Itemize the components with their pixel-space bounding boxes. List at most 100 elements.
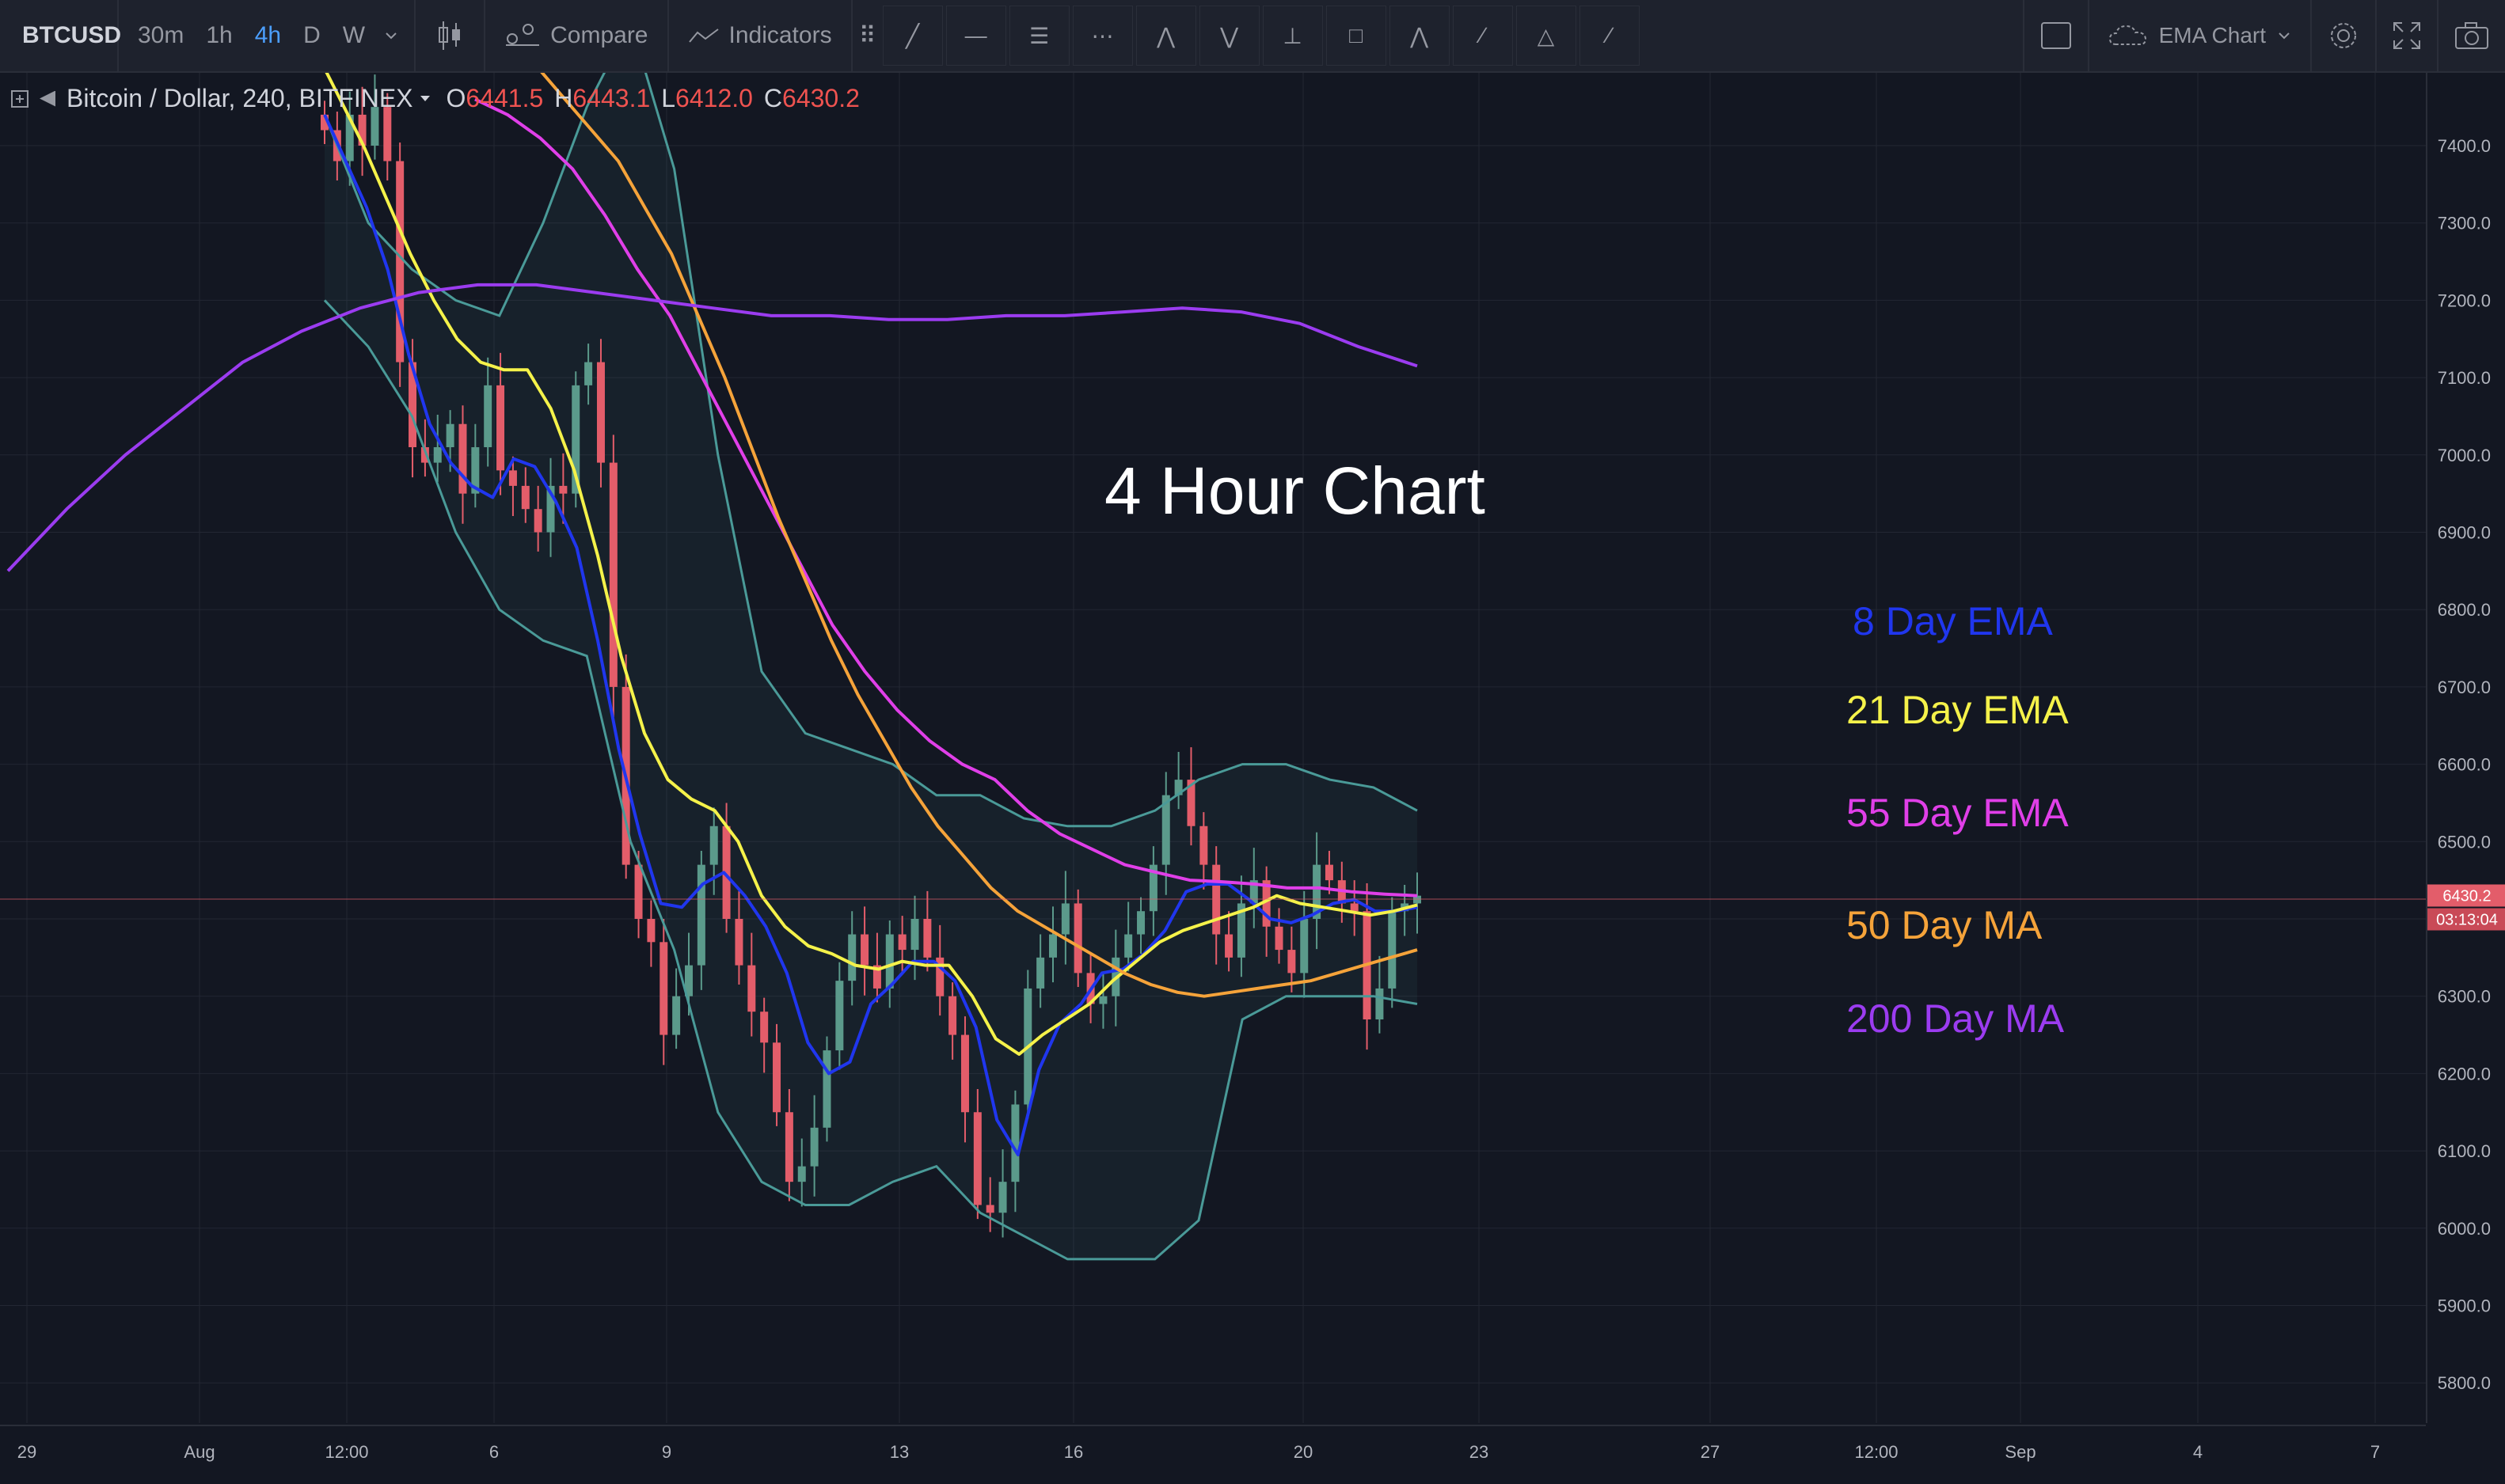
- candle-body: [735, 919, 743, 966]
- brush-icon[interactable]: ∕: [1452, 6, 1513, 66]
- time-tick: 27: [1701, 1442, 1720, 1462]
- candle-body: [660, 942, 668, 1035]
- indicator-line-5: [6, 283, 1418, 572]
- candle-body: [496, 385, 505, 471]
- collapse-legend-icon[interactable]: [11, 89, 29, 108]
- interval-d-button[interactable]: D: [303, 22, 321, 48]
- candle-body: [1137, 911, 1146, 935]
- candle-body: [484, 385, 492, 448]
- candle-body: [433, 447, 442, 463]
- candle-body: [1149, 864, 1157, 912]
- price-tick: 6300.0: [2438, 987, 2491, 1007]
- fib-retracement-icon[interactable]: ⋯: [1072, 6, 1133, 66]
- candle-body: [685, 965, 693, 996]
- snapshot-button[interactable]: [2437, 0, 2505, 71]
- legend-open-value: 6441.5: [466, 84, 544, 112]
- price-tick: 6100.0: [2438, 1141, 2491, 1161]
- candle-body: [973, 1112, 982, 1205]
- price-tick: 6500.0: [2438, 832, 2491, 852]
- candle-body: [534, 509, 542, 533]
- candle-body: [521, 485, 530, 510]
- settings-button[interactable]: [2310, 0, 2375, 71]
- indicators-label: Indicators: [728, 22, 832, 48]
- trend-line-icon[interactable]: ╱: [882, 6, 943, 66]
- candle-body: [872, 965, 881, 989]
- candle-body: [797, 1166, 806, 1182]
- candle-body: [747, 965, 756, 1012]
- candle-body: [948, 996, 957, 1035]
- price-tick: 7100.0: [2438, 368, 2491, 388]
- candle-body: [885, 934, 894, 989]
- candle-body: [596, 362, 605, 463]
- interval-4h-button[interactable]: 4h: [254, 22, 282, 48]
- candle-body: [773, 1042, 781, 1113]
- candle-body: [1262, 880, 1271, 927]
- compare-group: Compare: [485, 0, 669, 71]
- path-icon[interactable]: ∕: [1579, 6, 1640, 66]
- legend-title[interactable]: Bitcoin / Dollar, 240, BITFINEX: [67, 84, 413, 112]
- candle-body: [1174, 780, 1183, 795]
- abc-pattern-icon[interactable]: ⋀: [1389, 6, 1450, 66]
- price-tick: 5800.0: [2438, 1373, 2491, 1393]
- interval-group: 30m 1h 4h D W: [119, 0, 416, 71]
- indicator-line-3: [474, 97, 1418, 898]
- time-tick: Sep: [2005, 1442, 2036, 1462]
- interval-w-button[interactable]: W: [342, 22, 366, 48]
- candle-body: [1388, 911, 1397, 989]
- pattern-123-icon[interactable]: ⋀: [1135, 6, 1196, 66]
- triangle-icon[interactable]: △: [1515, 6, 1576, 66]
- candle-body: [584, 362, 593, 385]
- candle-body: [1325, 864, 1333, 881]
- compare-button[interactable]: Compare: [493, 0, 659, 71]
- candle-body: [1237, 903, 1245, 958]
- candle-body: [1124, 934, 1133, 958]
- candle-body: [697, 864, 705, 966]
- time-axis[interactable]: 29 Aug 12:00 6 9 13 16 20 23 27 12:00 Sep 4 7: [0, 1425, 2426, 1480]
- countdown-tag: [2427, 908, 2505, 931]
- vertical-measure-icon[interactable]: ⊥: [1262, 6, 1323, 66]
- parallel-channel-icon[interactable]: ☰: [1009, 6, 1070, 66]
- chart-layout-button[interactable]: EMA Chart: [2087, 0, 2310, 71]
- price-tick: 7200.0: [2438, 290, 2491, 310]
- rectangle-icon[interactable]: □: [1325, 6, 1386, 66]
- indicator-line-2: [325, 73, 1418, 1056]
- candle-body: [785, 1112, 793, 1182]
- candle-body: [1049, 934, 1057, 958]
- drawing-tools: ⠿ ╱ — ☰ ⋯ ⋀ ⋁ ⊥ □ ⋀ ∕ △ ∕: [859, 0, 1641, 71]
- annotation-ema55: 55 Day EMA: [1846, 791, 2069, 835]
- interval-dropdown-chevron-icon[interactable]: [376, 0, 406, 71]
- interval-30m-button[interactable]: 30m: [138, 22, 184, 48]
- drag-handle-icon[interactable]: ⠿: [858, 22, 876, 49]
- legend-high-label: H: [554, 84, 573, 112]
- price-axis[interactable]: 7400.0 7300.0 7200.0 7100.0 7000.0 6900.0 6800…: [2426, 73, 2505, 1423]
- price-tick: 5900.0: [2438, 1296, 2491, 1316]
- candle-body: [823, 1050, 831, 1128]
- candle-body: [420, 447, 429, 463]
- time-tick: 12:00: [1854, 1442, 1898, 1462]
- interval-1h-button[interactable]: 1h: [206, 22, 233, 48]
- candle-body: [1249, 880, 1258, 904]
- fullscreen-button[interactable]: [2375, 0, 2437, 71]
- candle-body: [446, 423, 454, 448]
- legend-open-label: O: [446, 84, 466, 112]
- candle-body: [345, 114, 354, 161]
- candle-body: [861, 934, 869, 966]
- legend-dropdown-icon[interactable]: [420, 95, 431, 103]
- symbol-search-button[interactable]: BTCUSD: [0, 0, 121, 71]
- candles-style-icon[interactable]: [416, 0, 484, 71]
- elliott-wave-icon[interactable]: ⋁: [1199, 6, 1260, 66]
- candle-body: [1161, 795, 1170, 865]
- horizontal-line-icon[interactable]: —: [945, 6, 1006, 66]
- candle-body: [458, 423, 467, 494]
- fullscreen-toggle-button[interactable]: [2022, 0, 2088, 71]
- gear-icon: [2331, 23, 2356, 48]
- candle-body: [936, 957, 945, 996]
- candle-body: [634, 864, 643, 919]
- indicators-button[interactable]: Indicators: [677, 0, 843, 71]
- indicators-group: Indicators: [669, 0, 853, 71]
- chart-grid: [0, 73, 2426, 1423]
- time-tick: 20: [1294, 1442, 1313, 1462]
- candle-body: [1199, 825, 1208, 865]
- price-chart[interactable]: [0, 73, 2426, 1425]
- candle-body: [1300, 919, 1309, 974]
